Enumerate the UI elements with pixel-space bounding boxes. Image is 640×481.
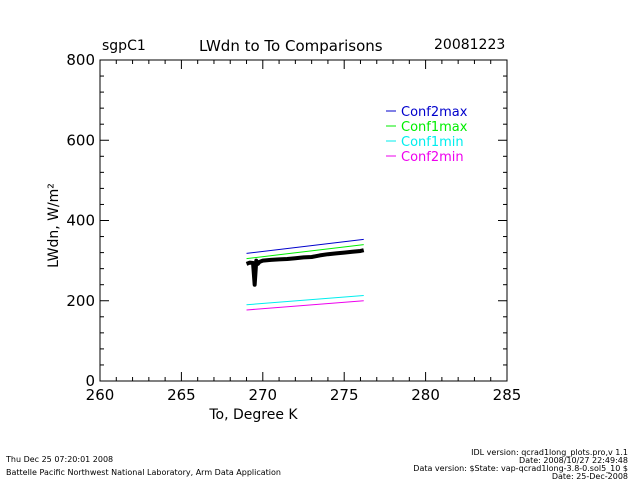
legend-label-conf1min: Conf1min [401, 135, 464, 150]
observed-data-line [245, 248, 365, 287]
y-tick-label: 600 [66, 131, 95, 149]
x-tick-label: 275 [330, 386, 359, 404]
y-axis-label: LWdn, W/m² [46, 183, 62, 268]
series-line-conf1min [246, 295, 364, 306]
legend-label-conf2max: Conf2max [401, 105, 468, 120]
x-tick-label: 270 [248, 386, 277, 404]
footer-idl-date: Date: 2008/10/27 22:49:48 [519, 456, 628, 465]
footer-data-date: Date: 25-Dec-2008 [551, 472, 628, 481]
x-tick-label: 285 [493, 386, 522, 404]
site-label: sgpC1 [102, 38, 146, 54]
chart-title: LWdn to To Comparisons [199, 37, 383, 55]
series-line-conf2max [246, 238, 364, 254]
y-tick-label: 400 [66, 212, 95, 230]
legend-label-conf1max: Conf1max [401, 120, 468, 135]
x-tick-label: 260 [86, 386, 115, 404]
x-tick-label: 265 [167, 386, 196, 404]
footer-idl-version: IDL version: qcrad1long_plots.pro,v 1.1 [471, 448, 628, 457]
legend-label-conf2min: Conf2min [401, 150, 464, 165]
date-label: 20081223 [434, 37, 506, 53]
x-tick-label: 280 [411, 386, 440, 404]
y-tick-label: 800 [66, 51, 95, 69]
footer-timestamp: Thu Dec 25 07:20:01 2008 [6, 455, 114, 464]
footer-data-version: Data version: $State: vap-qcrad1long-3.8… [413, 464, 628, 473]
series-line-conf2min [246, 300, 364, 311]
y-tick-label: 200 [66, 292, 95, 310]
series-line-conf1max [246, 244, 364, 260]
x-axis-label: To, Degree K [208, 407, 298, 423]
footer-lab: Battelle Pacific Northwest National Labo… [6, 468, 281, 477]
y-tick-label: 0 [85, 372, 95, 390]
